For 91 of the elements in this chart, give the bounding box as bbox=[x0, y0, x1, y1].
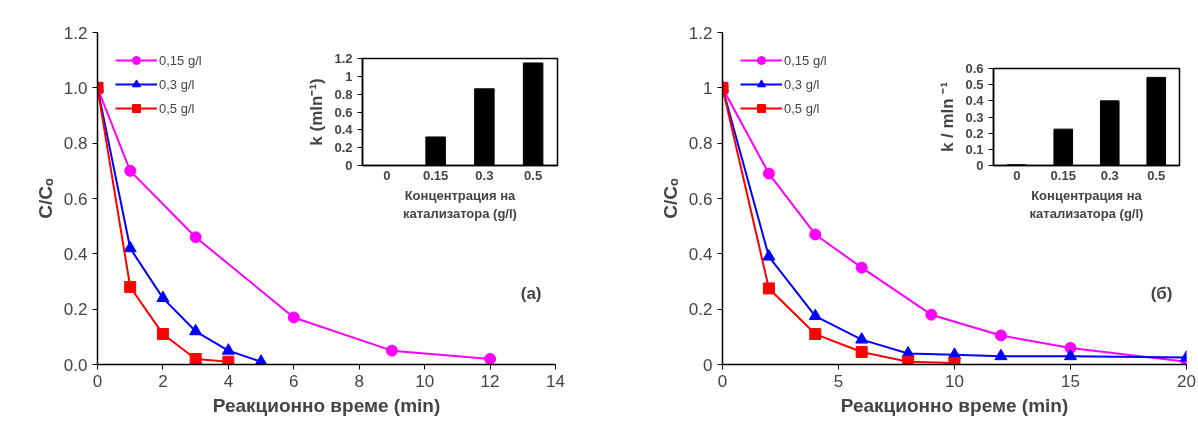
annotation: (б) bbox=[1150, 283, 1173, 303]
y-tick-label: 0.4 bbox=[334, 122, 354, 138]
legend-label: 0,3 g/l bbox=[784, 76, 820, 92]
point bbox=[156, 290, 170, 303]
x-tick-label: 0 bbox=[717, 371, 728, 391]
y-tick-label: 1 bbox=[703, 78, 713, 98]
point bbox=[189, 352, 202, 365]
point bbox=[808, 308, 822, 321]
y-tick-label: 0.6 bbox=[688, 189, 713, 209]
x-tick-label: 0.15 bbox=[422, 167, 449, 183]
y-tick-label: 0.0 bbox=[63, 355, 88, 375]
x-axis-title: Концентрация на катализатора (g/l) bbox=[1029, 187, 1144, 221]
y-tick-label: 0 bbox=[703, 355, 713, 375]
point bbox=[156, 328, 169, 341]
y-axis-title: C/Cₒ bbox=[659, 178, 681, 219]
y-tick-label: 0.2 bbox=[965, 125, 984, 141]
y-tick-label: 1 bbox=[345, 68, 353, 84]
point bbox=[994, 348, 1008, 361]
x-tick-label: 15 bbox=[1061, 371, 1080, 391]
x-axis-title: Концентрация на катализатора (g/l) bbox=[403, 187, 517, 221]
point bbox=[994, 329, 1007, 342]
x-tick-label: 20 bbox=[1177, 371, 1196, 391]
y-tick-label: 1.2 bbox=[688, 23, 713, 43]
y-tick-label: 0.6 bbox=[965, 61, 984, 76]
y-axis-title: k (mln⁻¹) bbox=[307, 78, 327, 146]
x-tick-label: 0.15 bbox=[1050, 167, 1076, 183]
y-tick-label: 0.2 bbox=[334, 140, 353, 156]
x-tick-label: 10 bbox=[945, 371, 964, 391]
y-tick-label: 0.4 bbox=[688, 244, 713, 264]
point bbox=[189, 323, 203, 336]
y-tick-label: 1.0 bbox=[63, 78, 88, 98]
point bbox=[221, 343, 235, 355]
y-tick-label: 0.4 bbox=[965, 93, 985, 109]
point bbox=[762, 167, 775, 180]
y-tick-label: 0.6 bbox=[334, 104, 353, 120]
legend-label: 0,3 g/l bbox=[159, 76, 195, 92]
x-axis-title: Реакционно време (min) bbox=[840, 394, 1069, 416]
x-tick-label: 0.3 bbox=[1100, 167, 1119, 183]
y-tick-label: 0.4 bbox=[63, 244, 88, 264]
x-tick-label: 8 bbox=[354, 371, 364, 391]
y-axis-title: C/Cₒ bbox=[34, 178, 56, 219]
x-tick-label: 12 bbox=[480, 371, 500, 391]
legend-label: 0,15 g/l bbox=[159, 52, 202, 68]
annotation: (a) bbox=[520, 283, 542, 303]
x-tick-label: 0.3 bbox=[475, 167, 494, 183]
y-tick-label: 1.2 bbox=[334, 51, 353, 66]
point bbox=[123, 240, 137, 253]
y-tick-label: 0.6 bbox=[63, 189, 88, 209]
x-tick-label: 14 bbox=[546, 371, 565, 391]
point bbox=[484, 352, 497, 365]
point bbox=[287, 311, 300, 324]
y-tick-label: 0.1 bbox=[965, 141, 984, 157]
point bbox=[222, 355, 235, 365]
y-axis-title: k / mln ⁻¹ bbox=[938, 81, 958, 153]
point bbox=[809, 228, 822, 241]
point bbox=[254, 354, 268, 365]
y-tick-label: 0.2 bbox=[63, 300, 88, 320]
x-axis-title: Реакционно време (min) bbox=[212, 394, 441, 416]
point bbox=[902, 355, 915, 365]
point bbox=[124, 164, 137, 177]
point bbox=[925, 308, 938, 321]
x-tick-label: 0.5 bbox=[1147, 167, 1166, 183]
x-tick-label: 2 bbox=[158, 371, 168, 391]
y-tick-label: 0.8 bbox=[334, 86, 353, 102]
legend-label: 0,5 g/l bbox=[784, 100, 820, 116]
x-tick-label: 0 bbox=[1013, 167, 1021, 183]
point bbox=[762, 249, 776, 261]
x-tick-label: 0.5 bbox=[524, 167, 543, 183]
point bbox=[189, 231, 202, 244]
y-tick-label: 0.5 bbox=[965, 77, 984, 93]
x-tick-label: 4 bbox=[223, 371, 234, 391]
point bbox=[762, 282, 775, 295]
y-tick-label: 0.8 bbox=[688, 134, 713, 154]
point bbox=[124, 281, 137, 294]
y-tick-label: 0.8 bbox=[63, 134, 88, 154]
x-tick-label: 0 bbox=[383, 167, 391, 183]
point bbox=[855, 332, 869, 344]
x-tick-label: 6 bbox=[289, 371, 299, 391]
x-tick-label: 0 bbox=[92, 371, 103, 391]
point bbox=[855, 346, 868, 359]
point bbox=[855, 261, 868, 274]
y-tick-label: 0.3 bbox=[965, 109, 984, 125]
point bbox=[1064, 348, 1077, 361]
legend-label: 0,5 g/l bbox=[159, 100, 195, 116]
point bbox=[385, 344, 398, 357]
legend-label: 0,15 g/l bbox=[784, 52, 827, 68]
x-tick-label: 10 bbox=[415, 371, 435, 391]
y-tick-label: 1.2 bbox=[63, 23, 88, 43]
y-tick-label: 0.2 bbox=[688, 300, 713, 320]
x-tick-label: 5 bbox=[833, 371, 844, 391]
point bbox=[809, 328, 822, 341]
